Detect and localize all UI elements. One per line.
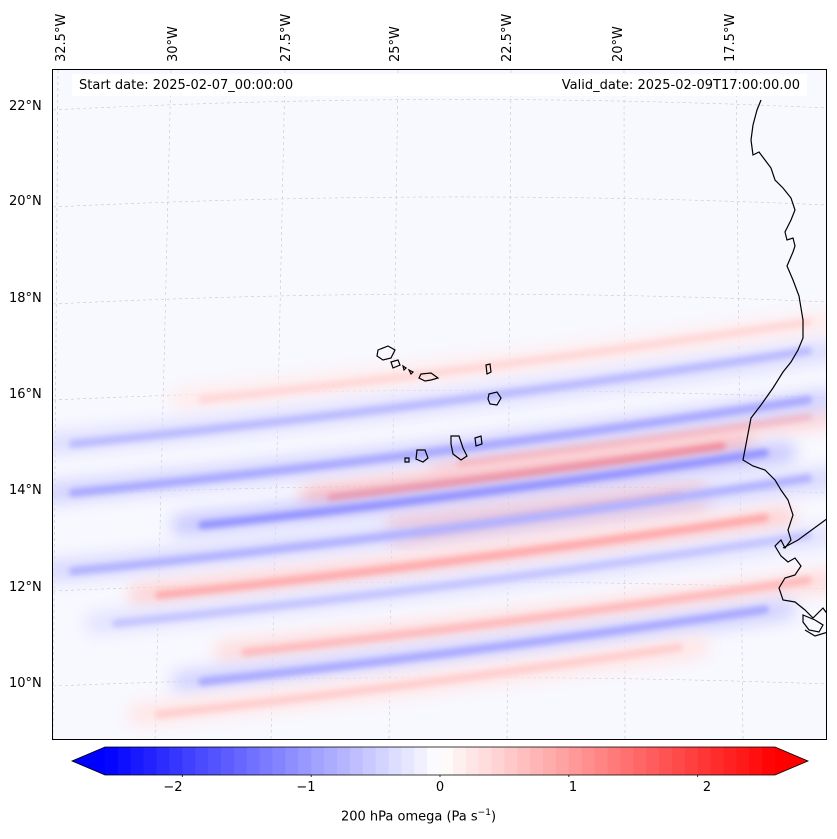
colorbar-segment — [762, 747, 776, 775]
lat-label-18n: 18°N — [9, 291, 42, 306]
lon-label-27-5w: 27.5°W — [279, 13, 294, 62]
colorbar-label-text: 200 hPa omega (Pa s — [340, 809, 478, 825]
colorbar-segment — [452, 747, 467, 775]
lat-label-20n: 20°N — [9, 194, 42, 209]
colorbar-label-suffix: ) — [490, 809, 497, 825]
lon-label-17-5w: 17.5°W — [723, 13, 738, 62]
colorbar — [70, 746, 810, 777]
lon-label-32-5w: 32.5°W — [54, 13, 69, 62]
start-date-label: Start date: 2025-02-07_00:00:00 — [79, 78, 294, 93]
colorbar-tick-label-neg2: −2 — [163, 780, 183, 795]
colorbar-segment — [143, 747, 158, 775]
omega-band — [112, 531, 812, 628]
colorbar-segment — [401, 747, 415, 775]
omega-band — [155, 513, 769, 600]
lat-label-22n: 22°N — [9, 99, 42, 114]
colorbar-segment — [723, 747, 737, 775]
colorbar-segment — [336, 747, 351, 775]
colorbar-tick-label-0: 0 — [435, 780, 445, 795]
colorbar-tick-label-neg1: −1 — [296, 780, 316, 795]
colorbar-extend-high — [775, 747, 808, 775]
colorbar-segment — [362, 747, 377, 775]
colorbar-segment — [182, 747, 196, 775]
colorbar-segment — [568, 747, 583, 775]
colorbar-segment — [555, 747, 570, 775]
lon-label-22-5w: 22.5°W — [500, 13, 515, 62]
omega-band — [69, 346, 812, 448]
colorbar-segment — [349, 747, 364, 775]
lon-label-30w: 30°W — [166, 26, 181, 62]
lat-label-16n: 16°N — [9, 387, 42, 402]
colorbar-segment — [543, 747, 557, 775]
colorbar-segment — [324, 747, 338, 775]
colorbar-segment — [659, 747, 673, 775]
colorbar-segment — [671, 747, 686, 775]
omega-band — [327, 442, 726, 503]
valid-date-label: Valid_date: 2025-02-09T17:00:00.00 — [561, 78, 800, 93]
colorbar-segment — [156, 747, 171, 775]
omega-band — [456, 412, 812, 467]
lat-label-14n: 14°N — [9, 483, 42, 498]
omega-field — [53, 311, 826, 726]
colorbar-segment — [233, 747, 248, 775]
colorbar-segment — [169, 747, 183, 775]
omega-band — [241, 576, 812, 657]
colorbar-segment — [684, 747, 699, 775]
omega-band — [198, 317, 812, 404]
omega-band — [198, 448, 769, 530]
colorbar-segment — [607, 747, 621, 775]
colorbar-segment — [620, 747, 634, 775]
colorbar-label-exponent: −1 — [477, 808, 491, 818]
colorbar-segment — [117, 747, 132, 775]
colorbar-segment — [440, 747, 454, 775]
colorbar-segment — [246, 747, 261, 775]
omega-band — [69, 395, 812, 497]
colorbar-segment — [272, 747, 286, 775]
omega-band — [198, 605, 769, 686]
colorbar-segment — [388, 747, 402, 775]
colorbar-tick-label-2: 2 — [702, 780, 712, 795]
colorbar-segment — [414, 747, 428, 775]
colorbar-segment — [646, 747, 660, 775]
colorbar-extend-low — [72, 747, 105, 775]
colorbar-segment — [220, 747, 235, 775]
colorbar-segment — [259, 747, 274, 775]
omega-field-map — [53, 70, 826, 739]
colorbar-segment — [491, 747, 506, 775]
colorbar-segment — [530, 747, 544, 775]
colorbar-segment — [517, 747, 531, 775]
colorbar-segment — [478, 747, 493, 775]
colorbar-segment — [710, 747, 725, 775]
colorbar-segment — [465, 747, 480, 775]
colorbar-segment — [375, 747, 390, 775]
colorbar-outline — [70, 746, 810, 776]
colorbar-segment — [594, 747, 609, 775]
lon-label-20w: 20°W — [611, 26, 626, 62]
colorbar-segment — [427, 747, 441, 775]
colorbar-label: 200 hPa omega (Pa s−1) — [0, 808, 837, 824]
lat-label-10n: 10°N — [9, 676, 42, 691]
coastline — [376, 99, 826, 637]
lat-label-12n: 12°N — [9, 580, 42, 595]
colorbar-segment — [581, 747, 596, 775]
map-plot-area — [52, 69, 827, 740]
colorbar-segment — [105, 747, 119, 775]
colorbar-segment — [298, 747, 312, 775]
colorbar-tick-label-1: 1 — [568, 780, 578, 795]
colorbar-segment — [130, 747, 145, 775]
omega-band — [155, 643, 683, 719]
colorbar-segment — [311, 747, 325, 775]
colorbar-segment — [195, 747, 209, 775]
colorbar-segment — [736, 747, 750, 775]
colorbar-segment — [285, 747, 299, 775]
colorbar-segment — [504, 747, 518, 775]
colorbar-segment — [633, 747, 647, 775]
omega-band — [69, 474, 812, 576]
colorbar-segment — [208, 747, 222, 775]
date-header-background — [72, 74, 807, 96]
colorbar-segment — [749, 747, 763, 775]
colorbar-segment — [697, 747, 712, 775]
lon-label-25w: 25°W — [388, 26, 403, 62]
